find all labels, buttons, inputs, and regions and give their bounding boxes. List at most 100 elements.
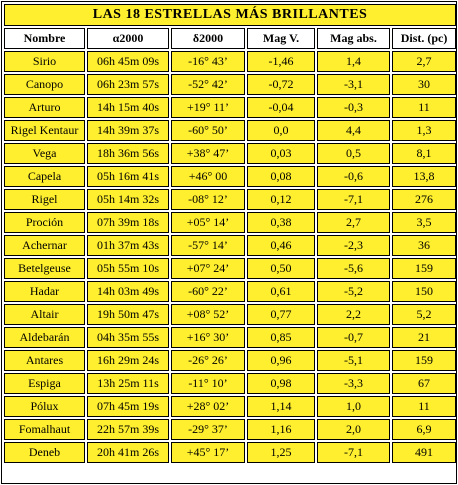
declination: -52° 42’ bbox=[171, 74, 245, 95]
declination: +05° 14’ bbox=[171, 212, 245, 233]
declination: +45° 17’ bbox=[171, 442, 245, 463]
absolute-magnitude: -0,3 bbox=[317, 97, 390, 118]
distance-pc: 276 bbox=[392, 189, 457, 210]
star-name: Canopo bbox=[4, 74, 85, 95]
table-row: Aldebarán 04h 35m 55s +16° 30’ 0,85 -0,7 21 bbox=[4, 327, 457, 348]
star-name: Pólux bbox=[4, 396, 85, 417]
distance-pc: 6,9 bbox=[392, 419, 457, 440]
visual-magnitude: 0,38 bbox=[247, 212, 315, 233]
right-ascension: 06h 23m 57s bbox=[87, 74, 169, 95]
table-row: Espiga 13h 25m 11s -11° 10’ 0,98 -3,3 67 bbox=[4, 373, 457, 394]
table-row: Fomalhaut 22h 57m 39s -29° 37’ 1,16 2,0 6,9 bbox=[4, 419, 457, 440]
declination: -16° 43’ bbox=[171, 51, 245, 72]
table-row: Pólux 07h 45m 19s +28° 02’ 1,14 1,0 11 bbox=[4, 396, 457, 417]
declination: +08° 52’ bbox=[171, 304, 245, 325]
declination: +46° 00 bbox=[171, 166, 245, 187]
brightest-stars-table: LAS 18 ESTRELLAS MÁS BRILLANTES Nombre α2… bbox=[2, 2, 458, 465]
header-mag-v: Mag V. bbox=[247, 28, 315, 49]
absolute-magnitude: -5,1 bbox=[317, 350, 390, 371]
header-ra: α2000 bbox=[87, 28, 169, 49]
distance-pc: 159 bbox=[392, 350, 457, 371]
right-ascension: 05h 55m 10s bbox=[87, 258, 169, 279]
table-row: Canopo 06h 23m 57s -52° 42’ -0,72 -3,1 30 bbox=[4, 74, 457, 95]
right-ascension: 05h 14m 32s bbox=[87, 189, 169, 210]
star-name: Sirio bbox=[4, 51, 85, 72]
right-ascension: 07h 39m 18s bbox=[87, 212, 169, 233]
absolute-magnitude: -0,6 bbox=[317, 166, 390, 187]
star-name: Fomalhaut bbox=[4, 419, 85, 440]
declination: -11° 10’ bbox=[171, 373, 245, 394]
star-name: Vega bbox=[4, 143, 85, 164]
distance-pc: 8,1 bbox=[392, 143, 457, 164]
visual-magnitude: 0,61 bbox=[247, 281, 315, 302]
right-ascension: 14h 15m 40s bbox=[87, 97, 169, 118]
declination: -57° 14’ bbox=[171, 235, 245, 256]
right-ascension: 19h 50m 47s bbox=[87, 304, 169, 325]
table-row: Deneb 20h 41m 26s +45° 17’ 1,25 -7,1 491 bbox=[4, 442, 457, 463]
declination: -08° 12’ bbox=[171, 189, 245, 210]
distance-pc: 36 bbox=[392, 235, 457, 256]
table-body: Sirio 06h 45m 09s -16° 43’ -1,46 1,4 2,7 Canop… bbox=[4, 51, 457, 463]
absolute-magnitude: -5,2 bbox=[317, 281, 390, 302]
table-row: Vega 18h 36m 56s +38° 47’ 0,03 0,5 8,1 bbox=[4, 143, 457, 164]
star-name: Antares bbox=[4, 350, 85, 371]
right-ascension: 14h 03m 49s bbox=[87, 281, 169, 302]
absolute-magnitude: -2,3 bbox=[317, 235, 390, 256]
right-ascension: 06h 45m 09s bbox=[87, 51, 169, 72]
visual-magnitude: 0,96 bbox=[247, 350, 315, 371]
absolute-magnitude: 4,4 bbox=[317, 120, 390, 141]
visual-magnitude: 0,85 bbox=[247, 327, 315, 348]
visual-magnitude: 1,16 bbox=[247, 419, 315, 440]
distance-pc: 11 bbox=[392, 97, 457, 118]
distance-pc: 67 bbox=[392, 373, 457, 394]
absolute-magnitude: 2,7 bbox=[317, 212, 390, 233]
header-mag-abs: Mag abs. bbox=[317, 28, 390, 49]
distance-pc: 150 bbox=[392, 281, 457, 302]
header-nombre: Nombre bbox=[4, 28, 85, 49]
star-name: Rigel bbox=[4, 189, 85, 210]
visual-magnitude: -1,46 bbox=[247, 51, 315, 72]
distance-pc: 2,7 bbox=[392, 51, 457, 72]
absolute-magnitude: 1,4 bbox=[317, 51, 390, 72]
absolute-magnitude: 2,0 bbox=[317, 419, 390, 440]
absolute-magnitude: -0,7 bbox=[317, 327, 390, 348]
visual-magnitude: -0,72 bbox=[247, 74, 315, 95]
table-row: Rigel 05h 14m 32s -08° 12’ 0,12 -7,1 276 bbox=[4, 189, 457, 210]
distance-pc: 11 bbox=[392, 396, 457, 417]
visual-magnitude: -0,04 bbox=[247, 97, 315, 118]
right-ascension: 05h 16m 41s bbox=[87, 166, 169, 187]
declination: +38° 47’ bbox=[171, 143, 245, 164]
declination: +07° 24’ bbox=[171, 258, 245, 279]
right-ascension: 01h 37m 43s bbox=[87, 235, 169, 256]
distance-pc: 30 bbox=[392, 74, 457, 95]
visual-magnitude: 0,08 bbox=[247, 166, 315, 187]
right-ascension: 20h 41m 26s bbox=[87, 442, 169, 463]
title-row: LAS 18 ESTRELLAS MÁS BRILLANTES bbox=[4, 4, 457, 26]
star-name: Capela bbox=[4, 166, 85, 187]
table-row: Sirio 06h 45m 09s -16° 43’ -1,46 1,4 2,7 bbox=[4, 51, 457, 72]
distance-pc: 3,5 bbox=[392, 212, 457, 233]
right-ascension: 14h 39m 37s bbox=[87, 120, 169, 141]
star-name: Aldebarán bbox=[4, 327, 85, 348]
header-row: Nombre α2000 δ2000 Mag V. Mag abs. Dist. (pc) bbox=[4, 28, 457, 49]
table-row: Antares 16h 29m 24s -26° 26’ 0,96 -5,1 159 bbox=[4, 350, 457, 371]
right-ascension: 04h 35m 55s bbox=[87, 327, 169, 348]
star-name: Espiga bbox=[4, 373, 85, 394]
absolute-magnitude: -3,1 bbox=[317, 74, 390, 95]
declination: +28° 02’ bbox=[171, 396, 245, 417]
star-name: Hadar bbox=[4, 281, 85, 302]
visual-magnitude: 0,50 bbox=[247, 258, 315, 279]
table-row: Betelgeuse 05h 55m 10s +07° 24’ 0,50 -5,6 159 bbox=[4, 258, 457, 279]
visual-magnitude: 1,14 bbox=[247, 396, 315, 417]
absolute-magnitude: 2,2 bbox=[317, 304, 390, 325]
star-name: Proción bbox=[4, 212, 85, 233]
absolute-magnitude: 0,5 bbox=[317, 143, 390, 164]
distance-pc: 5,2 bbox=[392, 304, 457, 325]
declination: +19° 11’ bbox=[171, 97, 245, 118]
distance-pc: 159 bbox=[392, 258, 457, 279]
absolute-magnitude: -7,1 bbox=[317, 189, 390, 210]
table-row: Achernar 01h 37m 43s -57° 14’ 0,46 -2,3 36 bbox=[4, 235, 457, 256]
absolute-magnitude: 1,0 bbox=[317, 396, 390, 417]
star-name: Betelgeuse bbox=[4, 258, 85, 279]
